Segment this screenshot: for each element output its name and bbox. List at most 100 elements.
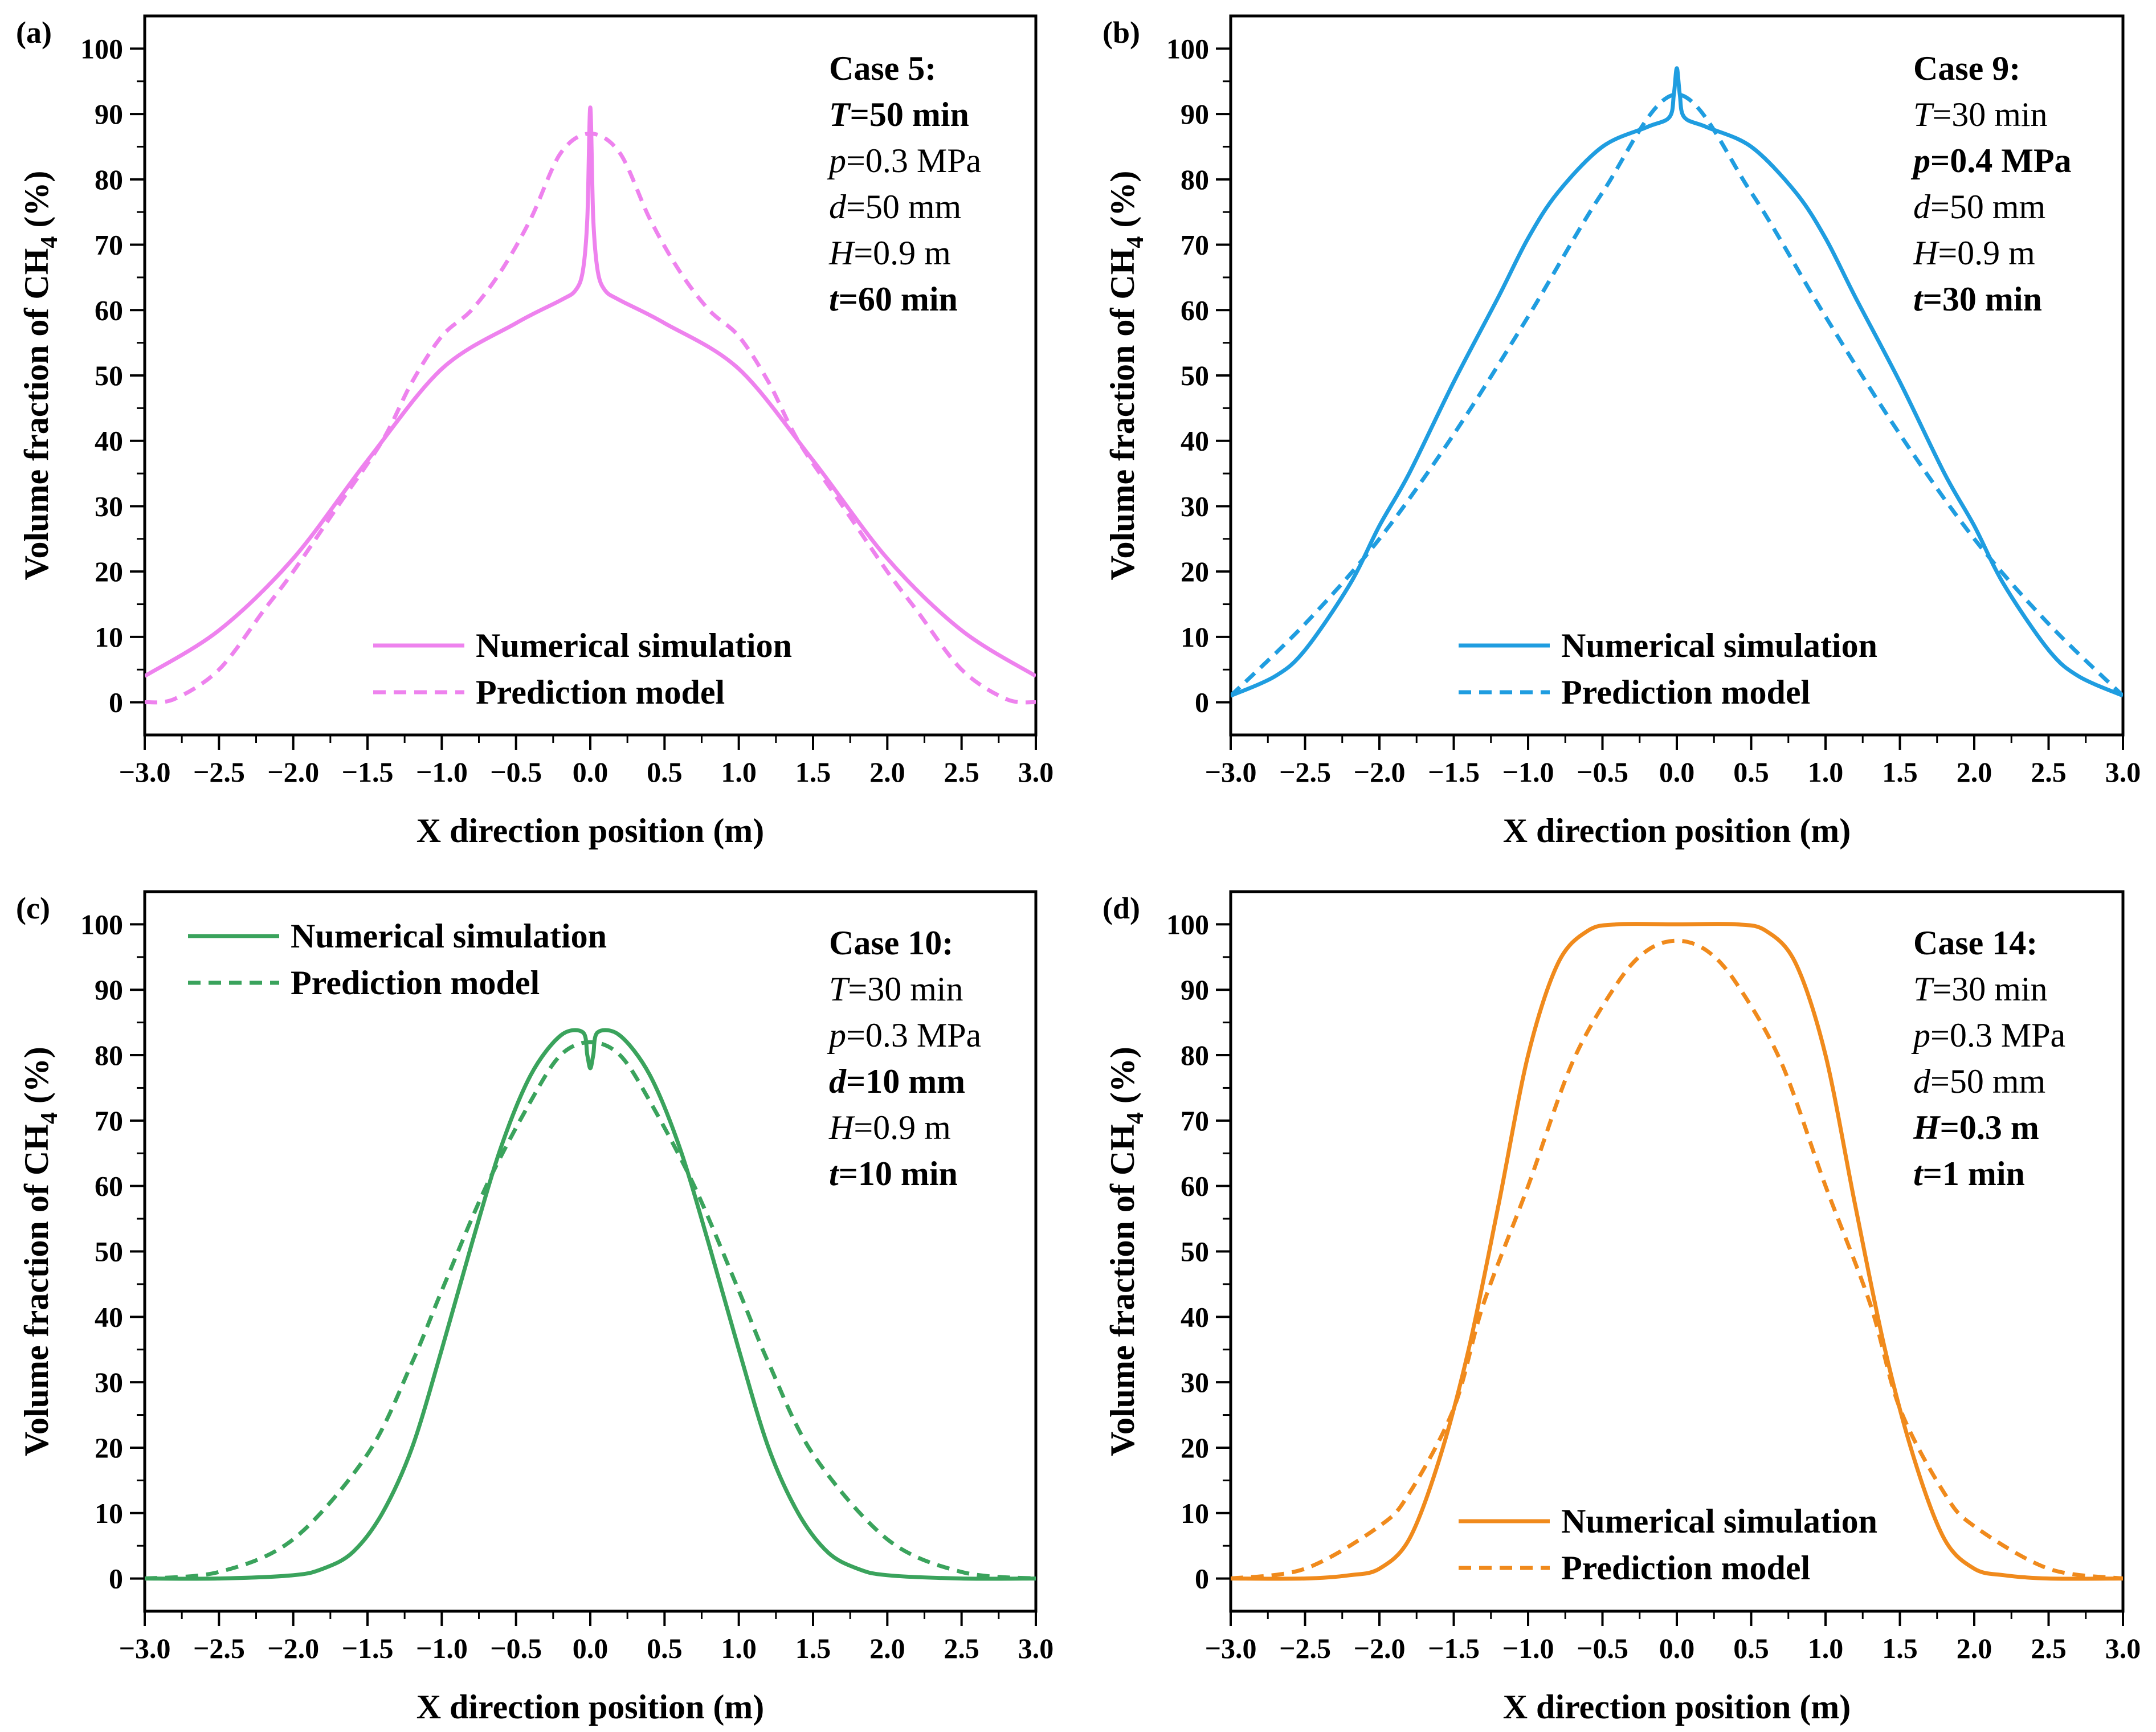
- y-axis-title: Volume fraction of CH4 (%): [1104, 1047, 1149, 1456]
- annotation-line: d=50 mm: [1913, 1063, 2045, 1100]
- y-tick-label: 80: [95, 1039, 123, 1071]
- y-tick-label: 40: [1181, 425, 1209, 457]
- annotation-part: H: [828, 234, 856, 272]
- x-tick-label: −3.0: [1205, 756, 1257, 788]
- annotation-line: p=0.3 MPa: [1911, 1016, 2065, 1054]
- x-tick-label: −1.5: [342, 1632, 394, 1664]
- annotation-part: =0.3 MPa: [846, 1016, 981, 1054]
- series-line-numerical-simulation: [1231, 66, 2123, 698]
- x-tick-label: 2.5: [944, 756, 979, 788]
- x-tick-label: 1.0: [1808, 756, 1844, 788]
- x-tick-label: −1.5: [1428, 756, 1480, 788]
- annotation-line: Case 14:: [1913, 924, 2037, 962]
- x-tick-label: 0.5: [647, 756, 683, 788]
- y-tick-label: 40: [1181, 1301, 1209, 1333]
- x-tick-label: −1.0: [1502, 1632, 1554, 1664]
- y-tick-label: 100: [80, 908, 123, 940]
- y-tick-label: 10: [95, 621, 123, 653]
- x-tick-label: −1.0: [416, 1632, 468, 1664]
- panel-label: (d): [1102, 891, 1140, 925]
- annotation-line: t=1 min: [1913, 1155, 2025, 1192]
- annotation-part: =0.9 m: [1938, 234, 2035, 272]
- annotation-part: =0.3 MPa: [846, 142, 981, 179]
- annotation-part: p: [827, 1016, 846, 1054]
- annotation-line: Case 9:: [1913, 50, 2020, 87]
- y-axis-title-main: Volume fraction of CH: [18, 1124, 55, 1456]
- x-tick-label: 3.0: [2105, 756, 2141, 788]
- y-tick-label: 50: [1181, 1236, 1209, 1268]
- panel-b: (b) −3.0 −2.5 −2.0 −1.5 −1.0 −0.5 0.0 0.5 1.0 1.5 2…: [1102, 14, 2141, 849]
- y-tick-label: 20: [1181, 555, 1209, 587]
- y-tick-label: 80: [95, 164, 123, 195]
- y-tick-label: 70: [95, 1105, 123, 1137]
- annotation-part: T: [829, 970, 850, 1008]
- x-tick-label: 1.5: [1882, 1632, 1918, 1664]
- y-axis-title: Volume fraction of CH4 (%): [18, 171, 63, 581]
- y-tick-label: 90: [1181, 974, 1209, 1006]
- x-tick-label: −2.0: [267, 1632, 319, 1664]
- x-tick-label: −2.5: [1279, 756, 1331, 788]
- legend-label: Numerical simulation: [1561, 627, 1877, 664]
- annotation-part: =10 min: [839, 1155, 958, 1192]
- annotation-line: T=50 min: [829, 96, 969, 133]
- legend-label: Numerical simulation: [1561, 1502, 1877, 1540]
- y-tick-label: 90: [95, 974, 123, 1006]
- x-tick-label: 2.0: [869, 756, 905, 788]
- y-tick-label: 20: [1181, 1432, 1209, 1464]
- annotation-part: =0.3 m: [1940, 1109, 2039, 1146]
- y-tick-label: 40: [95, 1301, 123, 1333]
- y-axis-title-main: Volume fraction of CH: [1104, 248, 1141, 581]
- annotation-line: H=0.3 m: [1913, 1109, 2039, 1146]
- annotation-line: p=0.3 MPa: [827, 142, 981, 179]
- annotation-part: T: [1913, 96, 1934, 133]
- annotation-part: t: [1913, 280, 1924, 318]
- annotation-part: Case 5:: [829, 50, 936, 87]
- x-tick-label: 0.0: [1659, 1632, 1695, 1664]
- annotation-part: H: [828, 1109, 856, 1146]
- annotation-part: Case 14:: [1913, 924, 2037, 962]
- case-annotation: Case 14: T=30 min p=0.3 MPa d=50 mm H=0.3 m t…: [1911, 924, 2065, 1192]
- panel-label: (c): [16, 891, 50, 925]
- annotation-part: =1 min: [1923, 1155, 2025, 1192]
- x-tick-label: 0.0: [573, 756, 609, 788]
- y-axis-title-subscript: 4: [1122, 1112, 1149, 1124]
- y-tick-label: 100: [80, 32, 123, 64]
- x-tick-label: 0.5: [1733, 756, 1769, 788]
- y-axis-title-subscript: 4: [36, 236, 63, 248]
- y-tick-label: 70: [1181, 229, 1209, 261]
- y-tick-label: 30: [95, 1366, 123, 1398]
- annotation-part: =0.9 m: [854, 234, 951, 272]
- annotation-line: Case 5:: [829, 50, 936, 87]
- y-tick-label: 100: [1166, 908, 1209, 940]
- x-tick-label: 3.0: [1018, 756, 1054, 788]
- series-line-prediction-model: [145, 1040, 1036, 1581]
- x-tick-label: −2.0: [1354, 1632, 1406, 1664]
- x-tick-label: 1.0: [721, 1632, 757, 1664]
- annotation-line: T=30 min: [1913, 970, 2048, 1008]
- x-tick-label: 3.0: [2105, 1632, 2141, 1664]
- x-tick-label: 1.5: [795, 756, 831, 788]
- x-tick-label: −0.5: [490, 756, 542, 788]
- y-tick-label: 90: [95, 98, 123, 130]
- y-tick-label: 100: [1166, 32, 1209, 64]
- y-tick-label: 70: [1181, 1105, 1209, 1137]
- legend-label: Numerical simulation: [291, 917, 607, 955]
- annotation-part: =60 min: [839, 280, 958, 318]
- y-tick-label: 60: [1181, 1170, 1209, 1202]
- x-axis-title: X direction position (m): [1503, 812, 1851, 849]
- annotation-part: d: [1913, 188, 1931, 226]
- annotation-part: =30 min: [1932, 970, 2047, 1008]
- panel-a: (a) −3.0 −2.5 −2.0 −1.5 −1.0 −0.5 0.0 0.5 1.0 1.5 2…: [16, 14, 1054, 849]
- y-axis-title-subscript: 4: [36, 1112, 63, 1124]
- annotation-part: t: [1913, 1155, 1924, 1192]
- legend-label: Prediction model: [1561, 673, 1810, 711]
- annotation-part: =10 mm: [846, 1063, 965, 1100]
- annotation-line: t=10 min: [829, 1155, 958, 1192]
- y-axis-title-unit: (%): [18, 171, 55, 236]
- annotation-part: Case 10:: [829, 924, 953, 962]
- y-tick-label: 30: [1181, 490, 1209, 522]
- x-tick-label: 0.5: [1733, 1632, 1769, 1664]
- y-axis-title-main: Volume fraction of CH: [18, 248, 55, 581]
